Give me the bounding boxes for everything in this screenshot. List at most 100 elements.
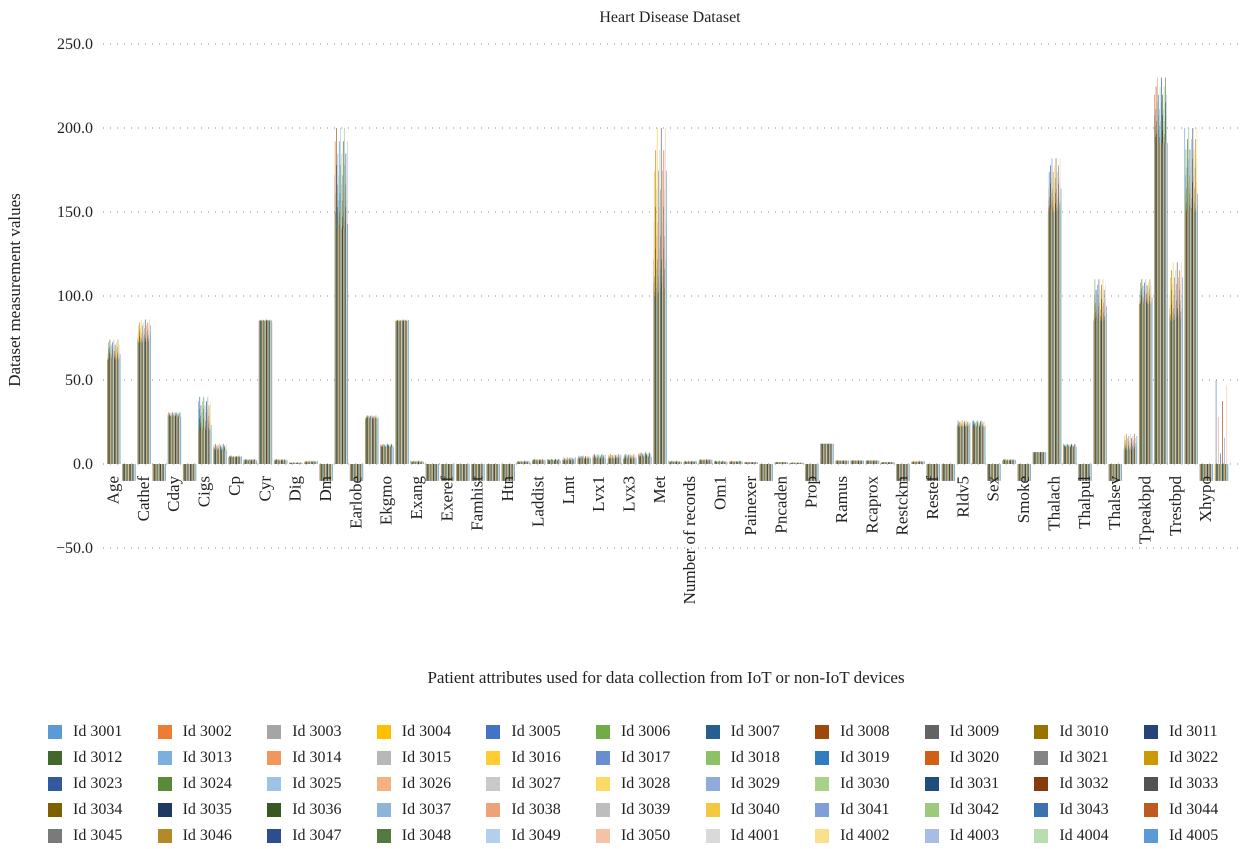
legend-label: Id 3024 <box>182 775 232 792</box>
x-category-label: Restef <box>923 476 942 520</box>
legend-label: Id 3037 <box>401 801 452 818</box>
legend-swatch <box>267 777 282 791</box>
legend-item: Id 3036 <box>267 800 377 820</box>
legend-label: Id 3028 <box>620 775 671 792</box>
bar <box>742 462 743 464</box>
legend-label: Id 3029 <box>730 775 780 792</box>
legend-swatch <box>595 725 610 739</box>
x-category-label: Lvx3 <box>619 476 638 512</box>
bar <box>969 422 971 464</box>
bar <box>1220 453 1221 464</box>
x-category-label: Age <box>104 476 123 504</box>
legend-item: Id 3026 <box>376 774 487 794</box>
bar <box>468 464 470 481</box>
legend-swatch <box>486 829 501 843</box>
legend-label: Id 3008 <box>840 723 890 740</box>
bar <box>423 461 424 464</box>
bar <box>650 457 652 464</box>
bar <box>1217 464 1219 481</box>
bar <box>301 463 303 464</box>
bar <box>1124 435 1126 464</box>
legend-label: Id 3041 <box>840 801 890 818</box>
y-tick-label: 250.0 <box>57 36 93 53</box>
legend-label: Id 3004 <box>401 723 452 740</box>
legend-label: Id 3017 <box>620 749 671 766</box>
legend-item: Id 3050 <box>595 826 706 846</box>
legend-label: Id 3014 <box>292 749 342 766</box>
legend-item: Id 3027 <box>486 774 596 794</box>
x-category-label: Sex <box>984 476 1003 502</box>
legend-item: Id 3017 <box>595 748 706 768</box>
legend-label: Id 3020 <box>949 749 1000 766</box>
legend-item: Id 4001 <box>705 826 816 846</box>
legend-swatch <box>157 803 172 817</box>
legend-label: Id 3012 <box>73 749 123 766</box>
y-tick-label: 0.0 <box>73 456 93 473</box>
legend-item: Id 3011 <box>1143 722 1240 742</box>
bar <box>1136 435 1138 464</box>
x-category-label: Cp <box>225 476 244 496</box>
x-category-label: Lvx1 <box>589 476 608 512</box>
legend-swatch <box>376 803 391 817</box>
bar <box>559 460 561 464</box>
bar <box>1217 416 1219 464</box>
legend-label: Id 3023 <box>73 775 123 792</box>
bar <box>787 462 789 464</box>
legend-label: Id 3016 <box>511 749 561 766</box>
legend-swatch <box>595 803 610 817</box>
legend-swatch <box>48 751 62 765</box>
bar <box>878 460 880 464</box>
bar <box>392 447 394 464</box>
legend-swatch <box>815 829 830 843</box>
legend-item: Id 3045 <box>48 826 158 846</box>
legend-swatch <box>267 725 282 739</box>
x-category-label: Exeref <box>437 476 456 522</box>
bar <box>150 325 151 464</box>
legend-label: Id 3013 <box>182 749 232 766</box>
legend-label: Id 3002 <box>182 723 232 740</box>
bar <box>1133 433 1135 464</box>
bar <box>453 464 455 481</box>
x-category-label: Exang <box>407 476 426 520</box>
bar <box>1166 143 1168 465</box>
legend-item: Id 3025 <box>267 774 377 794</box>
bar <box>226 450 227 464</box>
legend-swatch <box>705 777 720 791</box>
x-category-label: Smoke <box>1014 476 1033 523</box>
legend-item: Id 3041 <box>815 800 925 820</box>
legend-swatch <box>486 725 501 739</box>
legend-item: Id 3038 <box>486 800 596 820</box>
legend-swatch <box>267 803 282 817</box>
legend-label: Id 3048 <box>401 827 452 844</box>
legend-swatch <box>815 803 830 817</box>
x-category-label: Tpeakbpd <box>1135 476 1154 544</box>
x-category-label: Dig <box>286 476 305 502</box>
bar <box>514 464 515 481</box>
bar <box>833 443 834 464</box>
legend-label: Id 3019 <box>840 749 890 766</box>
bar <box>590 457 591 464</box>
legend-swatch <box>924 751 939 765</box>
legend-item: Id 4005 <box>1143 826 1240 846</box>
bar <box>1212 464 1214 481</box>
legend-item: Id 3046 <box>157 826 268 846</box>
x-category-label: Met <box>650 476 669 504</box>
bar <box>1075 446 1077 464</box>
legend-label: Id 3049 <box>511 827 561 844</box>
legend-item: Id 3001 <box>48 722 158 742</box>
bar <box>1015 459 1016 464</box>
legend-swatch <box>1143 777 1158 791</box>
legend-label: Id 3001 <box>73 723 123 740</box>
legend-swatch <box>924 725 939 739</box>
bar <box>165 464 166 481</box>
legend-label: Id 3011 <box>1168 723 1218 740</box>
bar <box>529 462 531 464</box>
bar <box>802 462 804 464</box>
x-category-label: Rldv5 <box>953 476 972 518</box>
legend-item: Id 3004 <box>376 722 487 742</box>
bar <box>726 462 728 464</box>
legend-item: Id 3031 <box>924 774 1035 794</box>
legend-label: Id 4005 <box>1168 827 1219 844</box>
bar <box>1060 188 1062 465</box>
